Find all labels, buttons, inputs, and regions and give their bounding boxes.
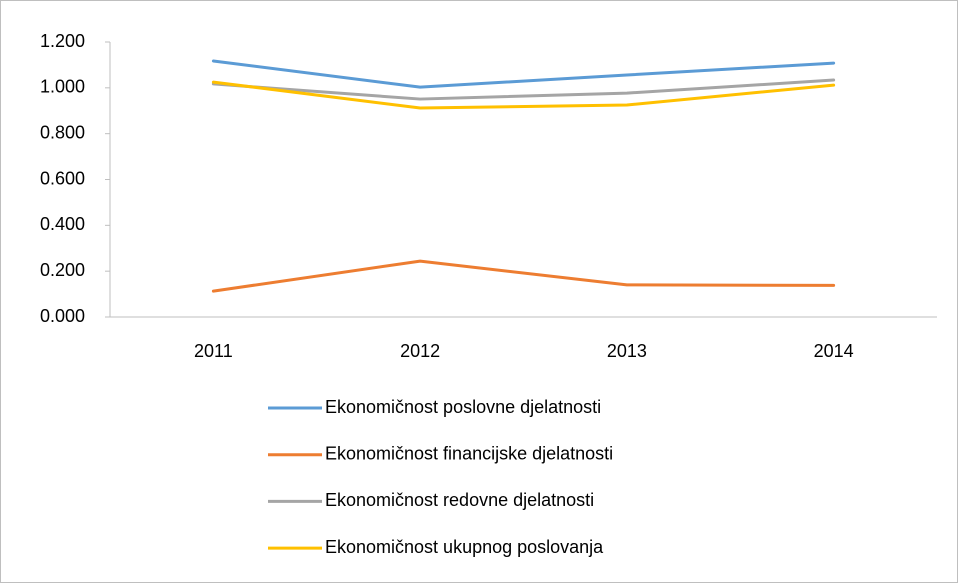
y-tick-label: 1.200	[40, 31, 85, 51]
legend-label: Ekonomičnost poslovne djelatnosti	[325, 397, 601, 417]
legend-label: Ekonomičnost redovne djelatnosti	[325, 490, 594, 510]
series-line	[211, 59, 836, 89]
legend-label: Ekonomičnost ukupnog poslovanja	[325, 537, 604, 557]
x-tick-label: 2014	[814, 341, 854, 361]
x-tick-label: 2012	[400, 341, 440, 361]
y-tick-label: 1.000	[40, 77, 85, 97]
series-line	[211, 78, 836, 101]
x-tick-label: 2011	[194, 341, 233, 361]
y-tick-label: 0.400	[40, 214, 85, 234]
y-tick-label: 0.600	[40, 168, 85, 188]
legend-label: Ekonomičnost financijske djelatnosti	[325, 443, 613, 463]
series-line	[211, 80, 836, 110]
x-tick-label: 2013	[607, 341, 647, 361]
y-tick-label: 0.800	[40, 122, 85, 142]
y-tick-label: 0.200	[40, 260, 85, 280]
series-line	[211, 259, 836, 293]
y-tick-label: 0.000	[40, 306, 85, 326]
